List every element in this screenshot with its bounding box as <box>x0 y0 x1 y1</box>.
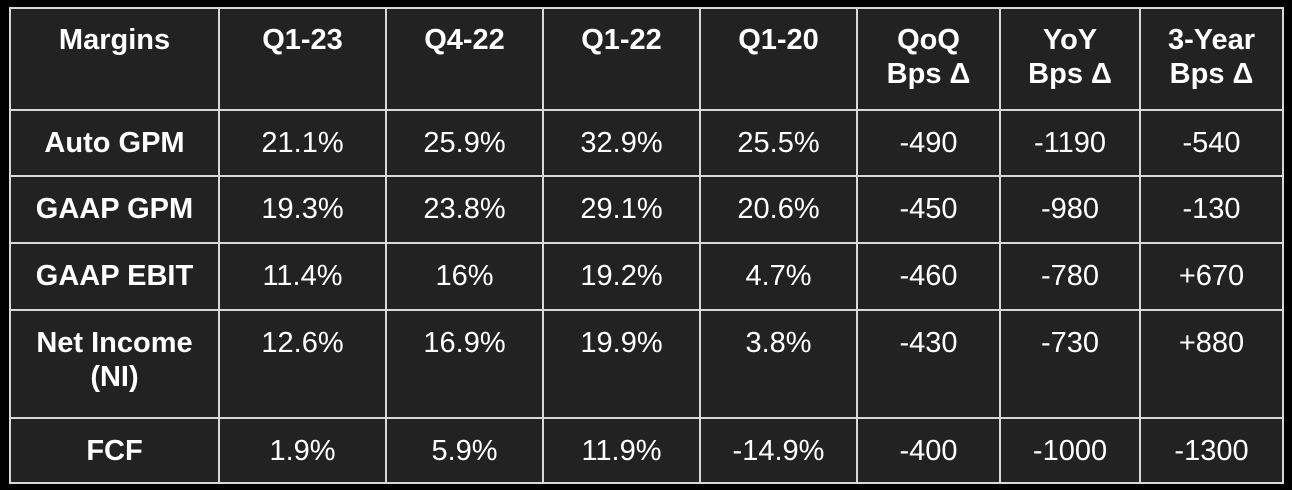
table-cell: 32.9% <box>542 109 701 177</box>
row-label: GAAP GPM <box>9 175 220 244</box>
table-cell: -490 <box>856 109 1001 177</box>
table-head: Margins Q1-23 Q4-22 Q1-22 Q1-20 QoQ Bps Δ YoY … <box>9 7 1284 111</box>
table-cell: -1000 <box>999 417 1141 484</box>
table-cell: 25.5% <box>699 109 858 177</box>
table-cell: -1300 <box>1139 417 1284 484</box>
table-cell: 19.2% <box>542 242 701 311</box>
table-cell: 5.9% <box>385 417 544 484</box>
table-cell: 1.9% <box>218 417 387 484</box>
table-cell: -1190 <box>999 109 1141 177</box>
header-cell: Q1-20 <box>699 7 858 111</box>
margins-table: Margins Q1-23 Q4-22 Q1-22 Q1-20 QoQ Bps Δ YoY … <box>9 7 1284 484</box>
table-cell: 23.8% <box>385 175 544 244</box>
table-row: FCF 1.9% 5.9% 11.9% -14.9% -400 -1000 -1300 <box>9 417 1284 484</box>
table-cell: -400 <box>856 417 1001 484</box>
table-cell: -14.9% <box>699 417 858 484</box>
table-cell: +880 <box>1139 309 1284 419</box>
table-cell: 4.7% <box>699 242 858 311</box>
header-cell: Margins <box>9 7 220 111</box>
table-cell: 29.1% <box>542 175 701 244</box>
table-container: Margins Q1-23 Q4-22 Q1-22 Q1-20 QoQ Bps Δ YoY … <box>9 7 1284 484</box>
table-cell: 3.8% <box>699 309 858 419</box>
row-label: Auto GPM <box>9 109 220 177</box>
table-cell: +670 <box>1139 242 1284 311</box>
row-label: Net Income (NI) <box>9 309 220 419</box>
table-cell: -780 <box>999 242 1141 311</box>
table-cell: -980 <box>999 175 1141 244</box>
header-cell: QoQ Bps Δ <box>856 7 1001 111</box>
header-cell: Q1-22 <box>542 7 701 111</box>
table-cell: -730 <box>999 309 1141 419</box>
table-cell: 21.1% <box>218 109 387 177</box>
table-cell: 25.9% <box>385 109 544 177</box>
header-cell: Q1-23 <box>218 7 387 111</box>
table-cell: -130 <box>1139 175 1284 244</box>
table-row: Net Income (NI) 12.6% 16.9% 19.9% 3.8% -430 -7… <box>9 309 1284 419</box>
row-label: GAAP EBIT <box>9 242 220 311</box>
table-cell: -540 <box>1139 109 1284 177</box>
table-cell: -460 <box>856 242 1001 311</box>
table-cell: 11.4% <box>218 242 387 311</box>
header-cell: 3-Year Bps Δ <box>1139 7 1284 111</box>
table-body: Auto GPM 21.1% 25.9% 32.9% 25.5% -490 -1190 -54… <box>9 109 1284 484</box>
table-cell: -450 <box>856 175 1001 244</box>
table-cell: 12.6% <box>218 309 387 419</box>
header-cell: YoY Bps Δ <box>999 7 1141 111</box>
table-cell: 16.9% <box>385 309 544 419</box>
table-cell: 20.6% <box>699 175 858 244</box>
header-cell: Q4-22 <box>385 7 544 111</box>
row-label: FCF <box>9 417 220 484</box>
table-cell: 19.9% <box>542 309 701 419</box>
table-row: GAAP GPM 19.3% 23.8% 29.1% 20.6% -450 -980 -130 <box>9 175 1284 244</box>
table-cell: 16% <box>385 242 544 311</box>
table-cell: 19.3% <box>218 175 387 244</box>
table-cell: -430 <box>856 309 1001 419</box>
table-row: GAAP EBIT 11.4% 16% 19.2% 4.7% -460 -780 +670 <box>9 242 1284 311</box>
table-row: Auto GPM 21.1% 25.9% 32.9% 25.5% -490 -1190 -54… <box>9 109 1284 177</box>
table-cell: 11.9% <box>542 417 701 484</box>
header-row: Margins Q1-23 Q4-22 Q1-22 Q1-20 QoQ Bps Δ YoY … <box>9 7 1284 111</box>
